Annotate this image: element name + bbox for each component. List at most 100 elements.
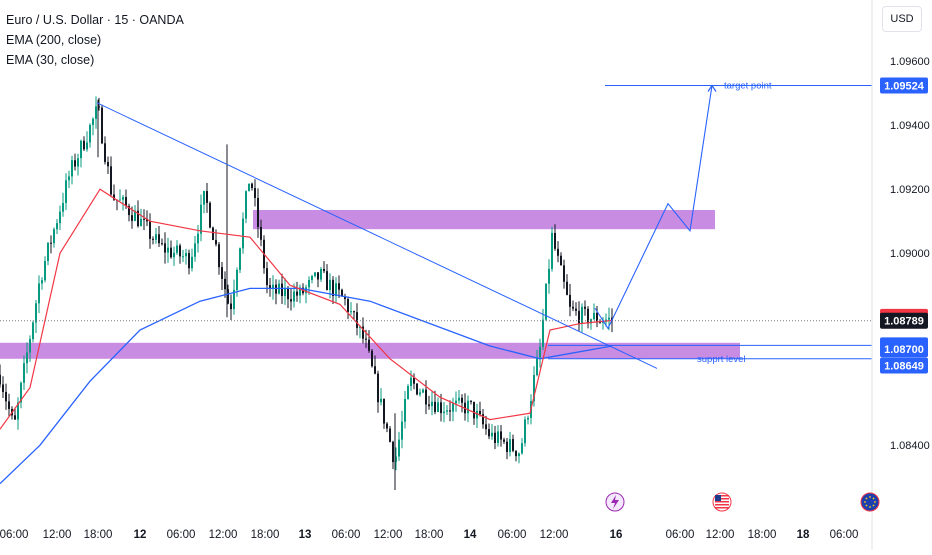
candle[interactable] — [437, 397, 439, 413]
candle[interactable] — [0, 364, 1, 388]
candle[interactable] — [299, 284, 301, 304]
candle[interactable] — [248, 183, 250, 192]
ema-200-line[interactable] — [0, 287, 613, 485]
candle[interactable] — [104, 136, 106, 165]
candle[interactable] — [296, 281, 298, 302]
candle[interactable] — [38, 275, 40, 314]
candle[interactable] — [542, 308, 544, 351]
candle[interactable] — [170, 240, 172, 259]
currency-button[interactable]: USD — [882, 6, 922, 32]
candle[interactable] — [59, 205, 61, 230]
candle[interactable] — [2, 376, 4, 398]
candle[interactable] — [80, 139, 82, 168]
candle[interactable] — [242, 212, 244, 254]
candle[interactable] — [182, 249, 184, 263]
support-zone[interactable] — [0, 342, 740, 359]
candle[interactable] — [149, 213, 151, 249]
candle[interactable] — [320, 267, 322, 282]
candle[interactable] — [512, 434, 514, 453]
candle[interactable] — [329, 273, 331, 299]
candle[interactable] — [257, 188, 259, 238]
candle[interactable] — [50, 235, 52, 254]
candle[interactable] — [428, 395, 430, 410]
candle[interactable] — [323, 261, 325, 274]
candle[interactable] — [173, 246, 175, 266]
candle[interactable] — [410, 370, 412, 391]
candle[interactable] — [557, 241, 559, 263]
candle[interactable] — [509, 431, 511, 457]
candle[interactable] — [215, 229, 217, 247]
candle[interactable] — [188, 249, 190, 275]
candle[interactable] — [560, 252, 562, 266]
candle[interactable] — [380, 388, 382, 406]
candle[interactable] — [317, 272, 319, 288]
projection-path[interactable] — [594, 85, 713, 330]
candle[interactable] — [446, 405, 448, 415]
candle[interactable] — [488, 423, 490, 440]
candle[interactable] — [581, 303, 583, 333]
candle[interactable] — [518, 452, 520, 464]
candle[interactable] — [158, 226, 160, 247]
candle[interactable] — [284, 278, 286, 305]
candle[interactable] — [29, 335, 31, 362]
candle[interactable] — [395, 447, 397, 471]
candle[interactable] — [206, 182, 208, 213]
candle[interactable] — [32, 320, 34, 343]
candle[interactable] — [440, 393, 442, 422]
ema-30-label[interactable]: EMA (30, close) — [6, 53, 95, 67]
candle[interactable] — [377, 370, 379, 413]
candle[interactable] — [161, 238, 163, 246]
candle[interactable] — [392, 440, 394, 470]
candle[interactable] — [563, 259, 565, 289]
candle[interactable] — [245, 190, 247, 224]
candle[interactable] — [569, 283, 571, 317]
candle[interactable] — [62, 192, 64, 217]
candle[interactable] — [476, 403, 478, 428]
candle[interactable] — [146, 210, 148, 227]
candle[interactable] — [17, 397, 19, 430]
candle[interactable] — [251, 182, 253, 191]
candle[interactable] — [434, 390, 436, 415]
candle[interactable] — [479, 401, 481, 417]
candle[interactable] — [47, 242, 49, 266]
candle[interactable] — [209, 201, 211, 229]
candle[interactable] — [86, 131, 88, 152]
candle[interactable] — [5, 383, 7, 410]
candle[interactable] — [311, 274, 313, 284]
candle[interactable] — [371, 349, 373, 368]
candle[interactable] — [500, 425, 502, 447]
candle[interactable] — [431, 391, 433, 416]
ema-200-label[interactable]: EMA (200, close) — [6, 33, 102, 47]
candle[interactable] — [239, 247, 241, 273]
candle[interactable] — [536, 349, 538, 377]
candle[interactable] — [8, 393, 10, 417]
candle[interactable] — [416, 383, 418, 396]
candle[interactable] — [491, 424, 493, 440]
candle[interactable] — [89, 123, 91, 148]
candle[interactable] — [308, 276, 310, 295]
candle[interactable] — [35, 300, 37, 334]
candle[interactable] — [344, 293, 346, 306]
candle[interactable] — [203, 190, 205, 214]
candle[interactable] — [407, 384, 409, 400]
candle[interactable] — [359, 325, 361, 339]
candle[interactable] — [152, 236, 154, 245]
candle[interactable] — [449, 400, 451, 422]
candle[interactable] — [74, 153, 76, 171]
candle[interactable] — [554, 224, 556, 251]
candle[interactable] — [404, 391, 406, 429]
candle[interactable] — [287, 286, 289, 309]
candle[interactable] — [293, 283, 295, 308]
candle[interactable] — [23, 355, 25, 391]
candle[interactable] — [65, 173, 67, 211]
candle[interactable] — [401, 410, 403, 449]
candle[interactable] — [482, 409, 484, 429]
candle[interactable] — [53, 227, 55, 248]
candle[interactable] — [467, 395, 469, 423]
candle[interactable] — [254, 179, 256, 207]
candle[interactable] — [194, 235, 196, 262]
candle[interactable] — [92, 117, 94, 136]
candle[interactable] — [575, 302, 577, 316]
resistance-zone[interactable] — [253, 210, 715, 230]
